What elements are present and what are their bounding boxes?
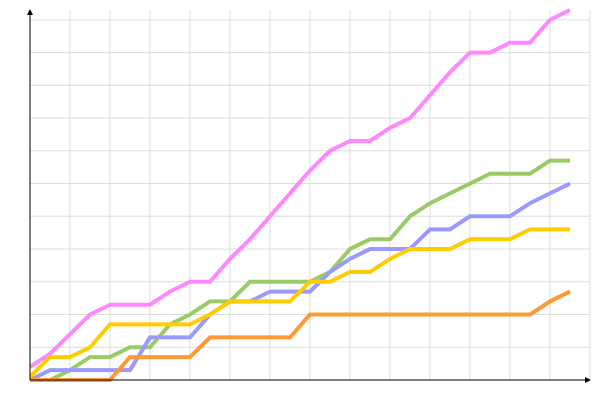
series-line bbox=[30, 158, 570, 382]
series-line bbox=[28, 227, 570, 379]
series-line bbox=[30, 289, 571, 382]
series-line bbox=[28, 8, 571, 369]
lines bbox=[28, 8, 571, 382]
